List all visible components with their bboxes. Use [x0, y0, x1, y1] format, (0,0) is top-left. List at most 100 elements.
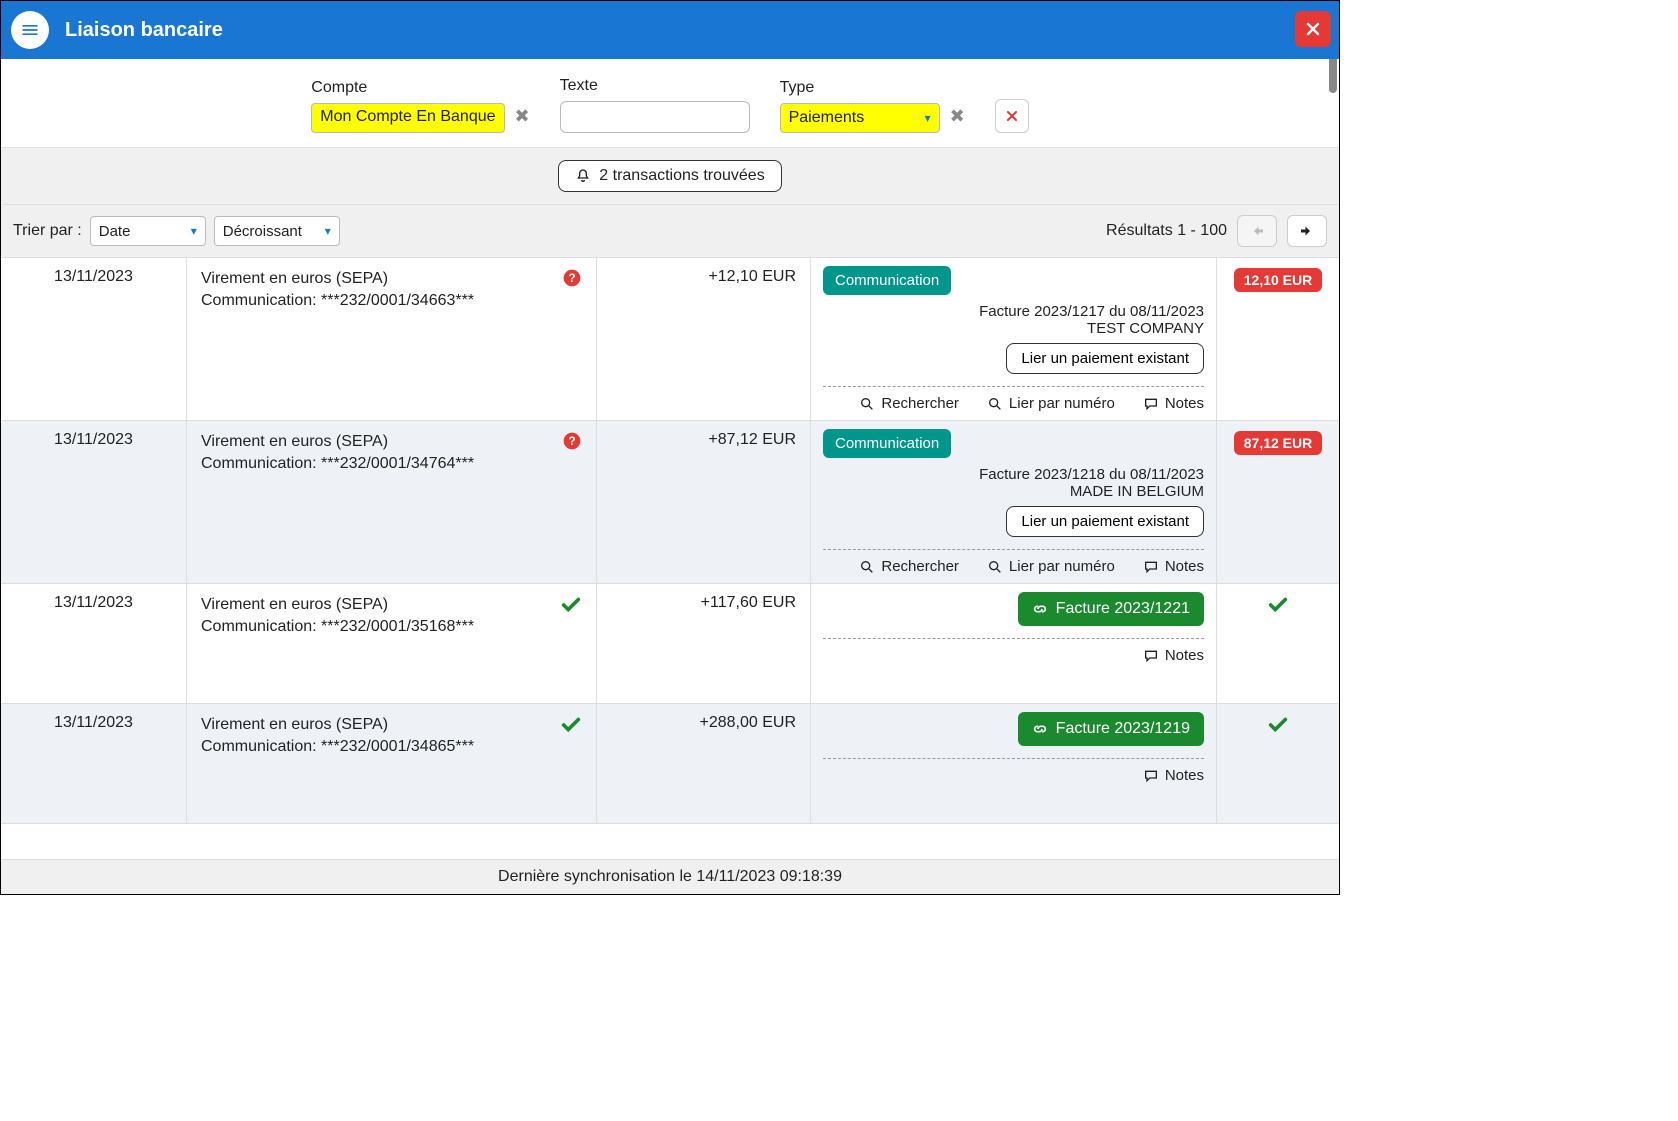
cell-description: Virement en euros (SEPA)Communication: *… [187, 421, 597, 583]
type-value: Paiements [789, 109, 865, 127]
chat-icon [1143, 648, 1159, 664]
notes-action[interactable]: Notes [1143, 647, 1204, 664]
search-icon [859, 559, 875, 575]
link-by-number-action[interactable]: Lier par numéro [987, 558, 1115, 575]
check-icon [560, 594, 582, 616]
app-window: Liaison bancaire Compte Mon Compte En Ba… [0, 0, 1340, 895]
sort-field-select[interactable]: Date ▾ [90, 216, 206, 246]
hamburger-icon [20, 20, 40, 40]
chat-icon [1143, 768, 1159, 784]
chevron-down-icon: ▾ [925, 111, 931, 125]
svg-text:?: ? [568, 272, 575, 285]
linked-invoice-badge[interactable]: Facture 2023/1221 [1018, 592, 1204, 626]
transaction-row: 13/11/2023Virement en euros (SEPA)Commun… [1, 704, 1339, 824]
communication-badge: Communication [823, 266, 951, 295]
cell-date: 13/11/2023 [1, 584, 187, 703]
transaction-row: 13/11/2023Virement en euros (SEPA)Commun… [1, 258, 1339, 421]
cell-link: Communication Facture 2023/1217 du 08/11/… [811, 258, 1217, 420]
arrow-right-icon [1298, 222, 1316, 240]
filter-type: Type Paiements ▾ ✖ [780, 79, 965, 133]
account-input[interactable]: Mon Compte En Banque [311, 103, 504, 133]
amount-badge: 12,10 EUR [1234, 268, 1322, 292]
desc-line2: Communication: ***232/0001/34663*** [201, 290, 474, 312]
desc-line1: Virement en euros (SEPA) [201, 714, 474, 736]
desc-line1: Virement en euros (SEPA) [201, 431, 474, 453]
question-icon: ? [562, 268, 582, 288]
communication-badge: Communication [823, 429, 951, 458]
desc-line2: Communication: ***232/0001/35168*** [201, 616, 474, 638]
desc-line2: Communication: ***232/0001/34865*** [201, 736, 474, 758]
reset-filters-button[interactable] [995, 99, 1029, 133]
invoice-line1: Facture 2023/1217 du 08/11/2023 [823, 303, 1204, 320]
footer: Dernière synchronisation le 14/11/2023 0… [1, 859, 1339, 894]
search-action[interactable]: Rechercher [859, 558, 959, 575]
invoice-line2: TEST COMPANY [823, 320, 1204, 337]
transaction-list: 13/11/2023Virement en euros (SEPA)Commun… [1, 258, 1339, 859]
check-icon [1267, 714, 1289, 736]
search-icon [987, 396, 1003, 412]
cell-amount: +288,00 EUR [597, 704, 811, 823]
sort-order-select[interactable]: Décroissant ▾ [214, 216, 340, 246]
pager-next-button[interactable] [1287, 215, 1327, 247]
results-text: Résultats 1 - 100 [1106, 222, 1227, 240]
filter-bar: Compte Mon Compte En Banque ✖ Texte Type… [1, 59, 1339, 147]
sort-bar: Trier par : Date ▾ Décroissant ▾ Résulta… [1, 205, 1339, 258]
type-select[interactable]: Paiements ▾ [780, 103, 940, 133]
sync-text: Dernière synchronisation le 14/11/2023 0… [498, 868, 842, 885]
cell-amount: +12,10 EUR [597, 258, 811, 420]
link-icon [1032, 721, 1048, 737]
filter-account: Compte Mon Compte En Banque ✖ [311, 79, 529, 133]
cell-amount: +87,12 EUR [597, 421, 811, 583]
row-status-icon [560, 714, 582, 813]
close-icon [1303, 19, 1323, 39]
desc-line2: Communication: ***232/0001/34764*** [201, 453, 474, 475]
check-icon [560, 714, 582, 736]
cell-date: 13/11/2023 [1, 258, 187, 420]
cell-link: Communication Facture 2023/1218 du 08/11/… [811, 421, 1217, 583]
account-label: Compte [311, 79, 529, 97]
search-icon [859, 396, 875, 412]
link-payment-button[interactable]: Lier un paiement existant [1006, 343, 1204, 374]
arrow-left-icon [1248, 222, 1266, 240]
clear-type-icon[interactable]: ✖ [950, 106, 965, 127]
sort-order-value: Décroissant [223, 223, 302, 240]
sort-field-value: Date [99, 223, 131, 240]
linked-invoice-badge[interactable]: Facture 2023/1219 [1018, 712, 1204, 746]
cell-status [1217, 584, 1339, 703]
amount-badge: 87,12 EUR [1234, 431, 1322, 455]
link-payment-button[interactable]: Lier un paiement existant [1006, 506, 1204, 537]
link-icon [1032, 601, 1048, 617]
row-status-icon [560, 594, 582, 693]
notes-action[interactable]: Notes [1143, 767, 1204, 784]
question-icon: ? [562, 431, 582, 451]
chat-icon [1143, 396, 1159, 412]
invoice-line1: Facture 2023/1218 du 08/11/2023 [823, 466, 1204, 483]
cell-amount: +117,60 EUR [597, 584, 811, 703]
clear-account-icon[interactable]: ✖ [515, 106, 530, 127]
bell-icon [575, 168, 591, 184]
page-title: Liaison bancaire [65, 19, 223, 42]
chat-icon [1143, 559, 1159, 575]
sort-label: Trier par : [13, 222, 82, 240]
search-action[interactable]: Rechercher [859, 395, 959, 412]
invoice-line2: MADE IN BELGIUM [823, 483, 1204, 500]
link-by-number-action[interactable]: Lier par numéro [987, 395, 1115, 412]
pager-prev-button[interactable] [1237, 215, 1277, 247]
header: Liaison bancaire [1, 1, 1339, 59]
count-pill[interactable]: 2 transactions trouvées [558, 160, 781, 192]
desc-line1: Virement en euros (SEPA) [201, 594, 474, 616]
chevron-down-icon: ▾ [325, 224, 331, 238]
text-label: Texte [560, 77, 750, 95]
cell-link: Facture 2023/1221 Notes [811, 584, 1217, 703]
chevron-down-icon: ▾ [191, 224, 197, 238]
menu-button[interactable] [11, 11, 49, 49]
cell-date: 13/11/2023 [1, 704, 187, 823]
check-icon [1267, 594, 1289, 616]
notes-action[interactable]: Notes [1143, 395, 1204, 412]
notes-action[interactable]: Notes [1143, 558, 1204, 575]
cell-date: 13/11/2023 [1, 421, 187, 583]
close-button[interactable] [1295, 11, 1331, 47]
cell-description: Virement en euros (SEPA)Communication: *… [187, 704, 597, 823]
text-input[interactable] [560, 101, 750, 133]
svg-text:?: ? [568, 435, 575, 448]
